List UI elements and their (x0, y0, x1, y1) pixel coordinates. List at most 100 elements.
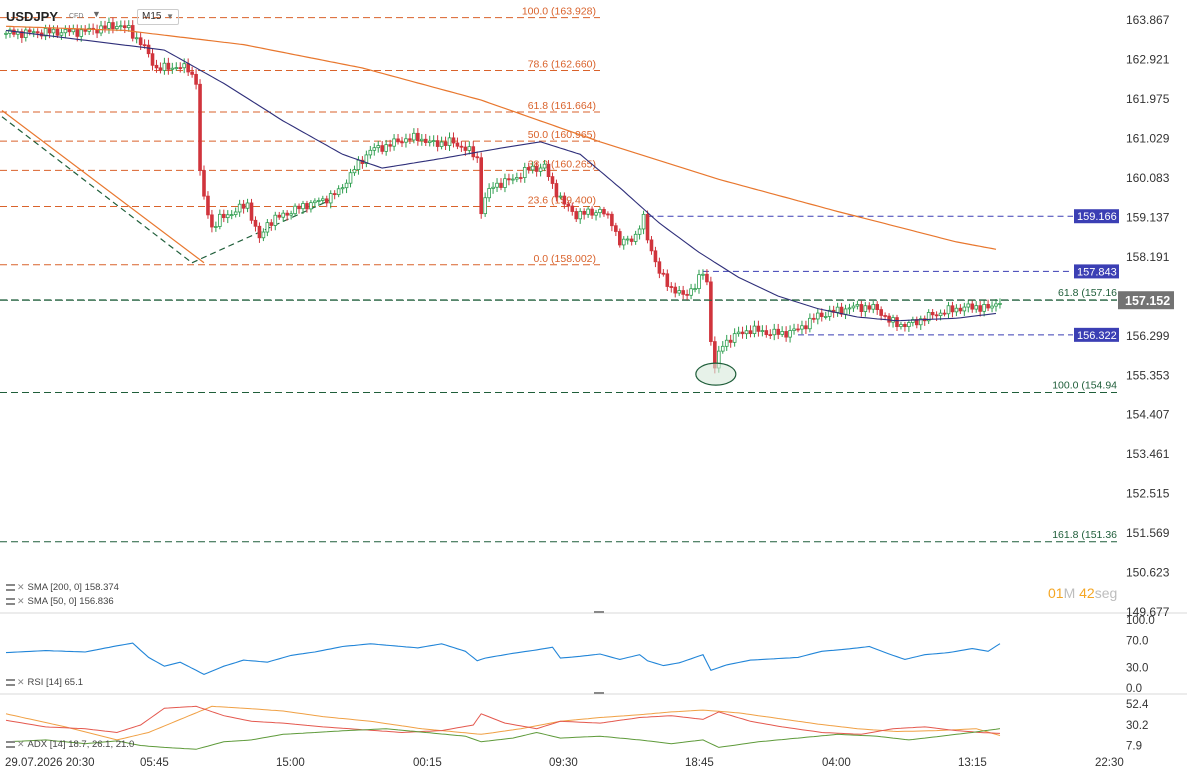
candle-bearish (241, 203, 246, 209)
timeframe-select[interactable]: M15 ▼ (137, 9, 179, 25)
adx-legend[interactable]: ✕ ADX [14] 18.7, 26.1, 21.0 (6, 739, 134, 750)
candle-bearish (277, 214, 282, 218)
close-icon[interactable]: ✕ (17, 582, 25, 592)
close-icon[interactable]: ✕ (17, 739, 25, 749)
close-icon[interactable]: ✕ (17, 677, 25, 687)
candle-bullish (344, 182, 349, 189)
candle-bearish (649, 239, 654, 252)
candle-bearish (768, 334, 773, 336)
candle-bearish (657, 261, 662, 274)
candle-bearish (685, 293, 689, 296)
candle-bearish (748, 330, 753, 334)
candle-bearish (764, 330, 769, 335)
candle-bearish (740, 331, 745, 335)
rsi-axis-tick: 0.0 (1126, 683, 1142, 695)
candle-bullish (847, 307, 852, 310)
candle-bullish (404, 138, 408, 143)
candle-bearish (883, 315, 887, 317)
candle-bullish (966, 303, 971, 308)
rsi-line (5, 642, 1001, 676)
candle-bullish (225, 214, 230, 219)
indicator-settings-icon[interactable] (6, 584, 15, 591)
candle-bullish (558, 195, 563, 198)
candle-bearish (332, 193, 337, 196)
candle-bullish (515, 177, 519, 180)
candle-bearish (249, 202, 254, 221)
symbol-label[interactable]: USDJPY (6, 9, 59, 24)
sma50-legend[interactable]: ✕ SMA [50, 0] 156.836 (6, 596, 114, 607)
candle-bullish (899, 324, 903, 328)
fib-extension-label: 100.0 (154.94 (1052, 379, 1117, 391)
candle-bullish (907, 322, 911, 327)
rsi-legend-label: RSI [14] 65.1 (27, 677, 83, 688)
candle-bearish (673, 286, 678, 294)
candle-bullish (744, 330, 749, 335)
candle-bullish (792, 328, 796, 331)
candle-bearish (859, 304, 864, 312)
candle-bullish (701, 273, 705, 276)
candle-bullish (594, 212, 598, 216)
sma200-legend[interactable]: ✕ SMA [200, 0] 158.374 (6, 582, 119, 593)
candle-bearish (416, 132, 420, 141)
candle-bullish (309, 202, 313, 210)
candle-bearish (257, 225, 262, 239)
price-level-label: 157.843 (1077, 266, 1117, 278)
candle-bullish (245, 202, 250, 209)
price-axis-tick: 161.029 (1126, 132, 1170, 146)
fib-extension-label: 161.8 (151.36 (1052, 529, 1117, 541)
candle-bearish (423, 138, 428, 143)
candle-bullish (63, 29, 68, 34)
candle-bearish (930, 311, 935, 316)
candle-bearish (610, 213, 614, 227)
rsi-legend[interactable]: ✕ RSI [14] 65.1 (6, 677, 83, 688)
candle-bearish (796, 328, 800, 331)
candle-bearish (705, 273, 709, 283)
indicator-settings-icon[interactable] (6, 598, 15, 605)
candle-bullish (954, 307, 959, 313)
countdown-seconds-unit: seg (1094, 585, 1118, 601)
candle-bearish (475, 156, 480, 159)
rsi-axis-tick: 30.0 (1126, 663, 1148, 675)
candle-bearish (934, 314, 939, 317)
candle-bearish (146, 44, 151, 55)
candle-bearish (879, 309, 883, 316)
indicator-settings-icon[interactable] (6, 679, 15, 686)
candle-bullish (800, 325, 804, 330)
candle-bearish (206, 195, 210, 216)
candle-bullish (8, 29, 12, 34)
fib-retracement-label: 23.6 (159.400) (528, 194, 596, 206)
candle-bullish (43, 28, 48, 37)
price-axis-tick: 161.975 (1126, 92, 1170, 106)
time-axis-tick: 09:30 (549, 757, 578, 769)
candle-bearish (526, 167, 531, 171)
candle-bullish (598, 209, 602, 214)
candle-bearish (499, 182, 503, 188)
candle-bullish (237, 203, 242, 213)
candle-bullish (23, 29, 28, 38)
candle-bearish (186, 63, 190, 73)
adx-axis-tick: 52.4 (1126, 699, 1149, 711)
candle-bullish (273, 214, 278, 226)
timeframe-value: M15 (142, 11, 162, 22)
price-level-label: 159.166 (1077, 211, 1117, 223)
candle-bullish (625, 238, 630, 241)
fib-retracement-label: 78.6 (162.660) (528, 58, 596, 70)
fib-retracement-label: 61.8 (161.664) (528, 100, 596, 112)
candle-bullish (491, 186, 495, 189)
candle-bearish (582, 210, 586, 215)
close-icon[interactable]: ✕ (17, 596, 25, 606)
chevron-down-icon[interactable]: ▼ (92, 9, 101, 19)
low-highlight-ellipse (695, 362, 737, 386)
rsi-axis-tick: 100.0 (1126, 615, 1155, 627)
candle-bearish (554, 183, 559, 198)
candle-bearish (400, 141, 404, 144)
indicator-settings-icon[interactable] (6, 741, 15, 748)
candle-bearish (47, 28, 52, 34)
candle-bullish (689, 288, 693, 296)
candle-bearish (479, 157, 483, 215)
candle-bearish (653, 250, 658, 263)
fib-retracement-label: 0.0 (158.002) (534, 253, 596, 265)
candle-bullish (328, 193, 333, 204)
candle-bullish (356, 159, 361, 170)
